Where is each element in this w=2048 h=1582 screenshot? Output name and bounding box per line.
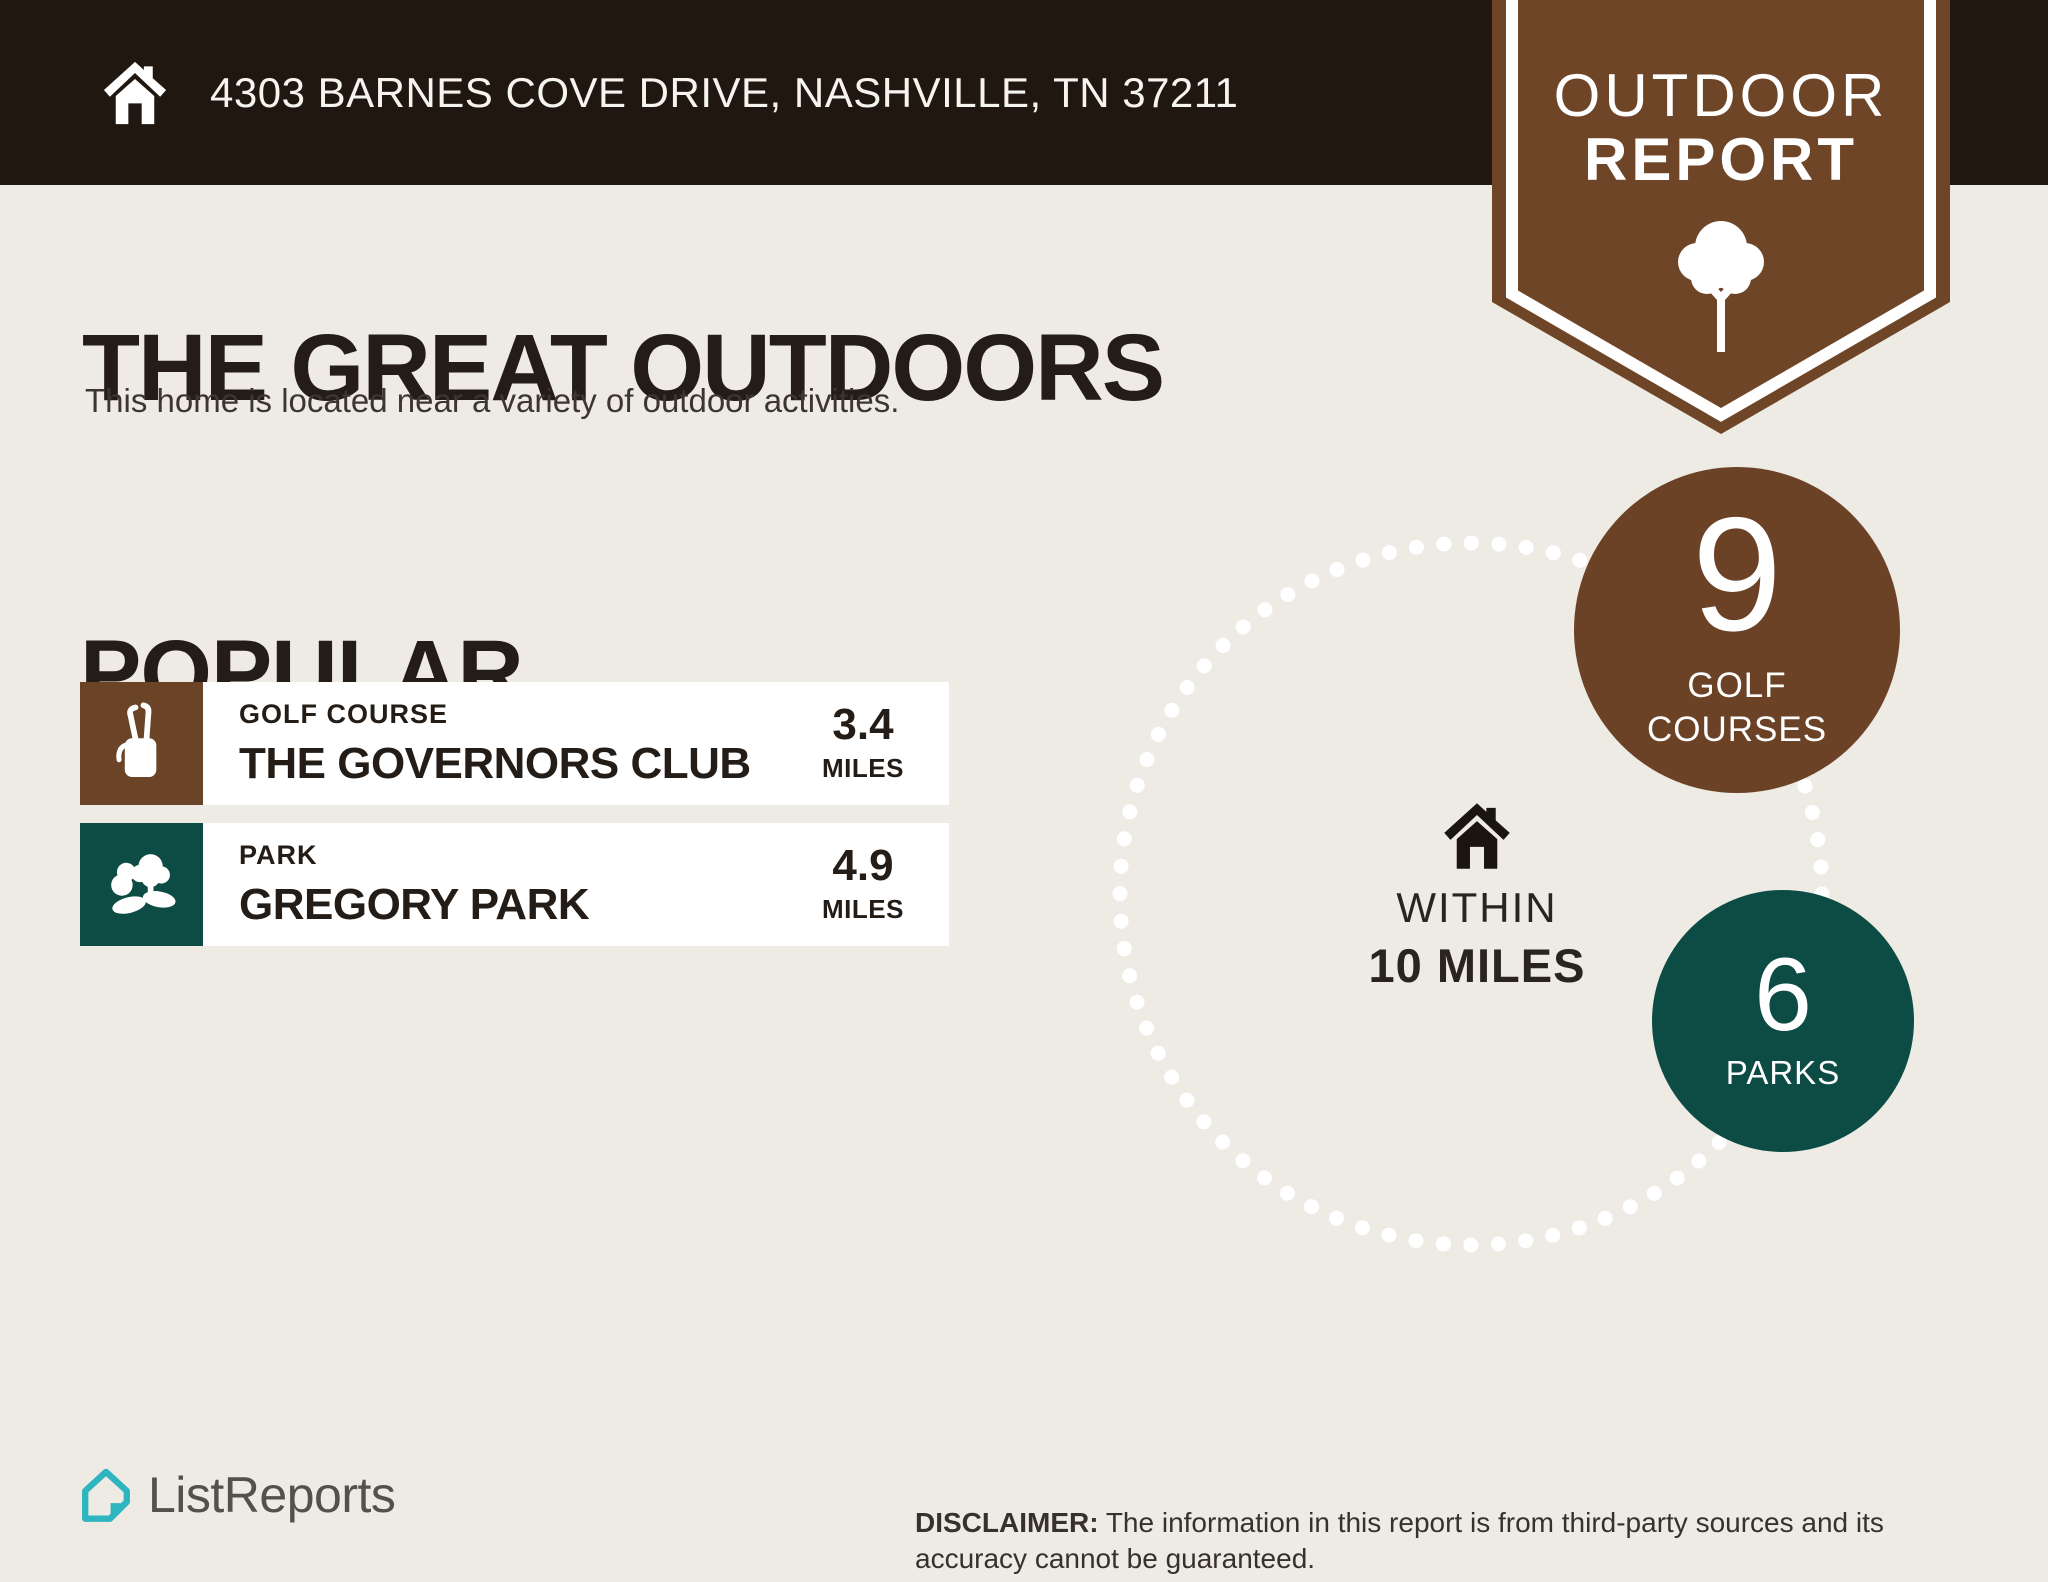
category-label: GOLF COURSE: [239, 698, 449, 729]
listreports-house-icon: [82, 1468, 130, 1522]
golf-courses-count: 9: [1691, 484, 1783, 666]
home-icon: [98, 52, 172, 134]
golf-bag-icon: [80, 682, 203, 805]
badge-title-line2: REPORT: [1584, 126, 1858, 193]
parks-label: PARKS: [1725, 1054, 1841, 1092]
disclaimer-text: The information in this report is from t…: [915, 1507, 1884, 1575]
disclaimer-label: DISCLAIMER:: [915, 1507, 1099, 1538]
popular-list: GOLF COURSE THE GOVERNORS CLUB 3.4 MILES: [80, 682, 949, 946]
page-title: THE GREAT OUTDOORS: [82, 314, 1165, 421]
disclaimer: DISCLAIMER: The information in this repo…: [915, 1505, 1935, 1578]
list-item-park: PARK GREGORY PARK 4.9 MILES: [80, 823, 949, 946]
listreports-logo: ListReports: [80, 1466, 396, 1524]
radius-miles-text: 10 MILES: [1368, 939, 1586, 992]
parks-count: 6: [1754, 936, 1812, 1053]
badge-inner-border: [1506, 0, 1936, 422]
place-name: THE GOVERNORS CLUB: [239, 738, 751, 788]
category-label: PARK: [239, 839, 318, 870]
list-item-golf-course: GOLF COURSE THE GOVERNORS CLUB 3.4 MILES: [80, 682, 949, 805]
parks-stat-bubble: 6 PARKS: [1652, 890, 1914, 1152]
tree-icon: [1678, 221, 1764, 352]
radius-label: WITHIN 10 MILES: [1322, 884, 1632, 993]
page-subtitle: This home is located near a variety of o…: [85, 382, 900, 419]
list-item-card: GOLF COURSE THE GOVERNORS CLUB 3.4 MILES: [203, 682, 949, 805]
distance-unit: MILES: [822, 894, 904, 924]
place-name: GREGORY PARK: [239, 879, 590, 929]
distance: 3.4 MILES: [803, 703, 923, 784]
golf-courses-stat-bubble: 9 GOLF COURSES: [1574, 467, 1900, 793]
golf-courses-label: GOLF COURSES: [1646, 666, 1828, 749]
distance-value: 4.9: [832, 841, 894, 890]
list-item-card: PARK GREGORY PARK 4.9 MILES: [203, 823, 949, 946]
distance-unit: MILES: [822, 753, 904, 783]
dotted-radius-circle: [1112, 535, 1830, 1253]
park-icon: [80, 823, 203, 946]
badge-shape: [1492, 0, 1950, 434]
home-icon: [1438, 798, 1516, 874]
outdoor-report-badge: OUTDOOR REPORT: [1492, 0, 1950, 434]
distance-value: 3.4: [832, 700, 894, 749]
within-text: WITHIN: [1396, 884, 1558, 931]
badge-title-line1: OUTDOOR: [1554, 62, 1889, 129]
property-address: 4303 BARNES COVE DRIVE, NASHVILLE, TN 37…: [210, 68, 1239, 116]
listreports-wordmark: ListReports: [148, 1467, 396, 1523]
distance: 4.9 MILES: [803, 844, 923, 925]
